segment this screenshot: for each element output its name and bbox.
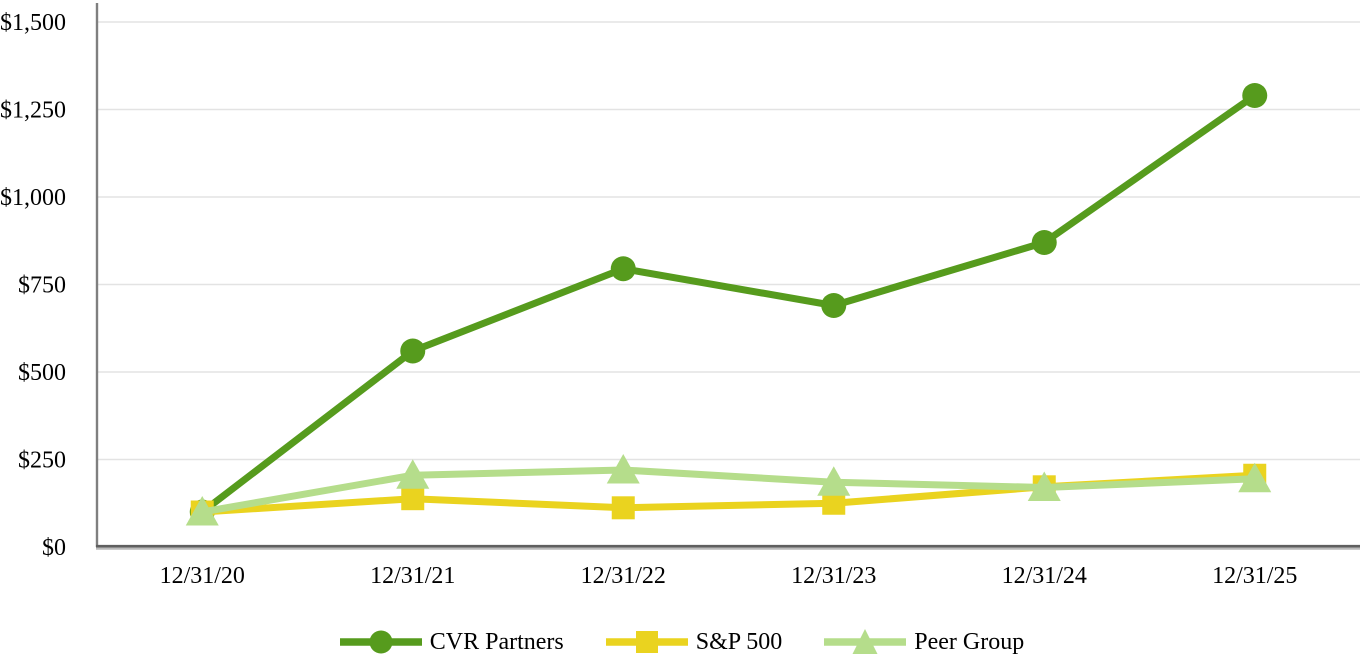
y-tick-label: $1,000 [0, 185, 66, 211]
x-tick-label: 12/31/21 [370, 563, 455, 589]
cvr-partners-marker-circle [610, 256, 636, 282]
series-line-peer-group [198, 466, 1259, 516]
legend-item-cvr-partners: CVR Partners [339, 626, 564, 658]
peer-group-marker-triangle [185, 496, 219, 526]
x-tick-label: 12/31/24 [1002, 563, 1087, 589]
s-p-500-legend-swatch [605, 631, 688, 653]
legend-label-peer-group: Peer Group [914, 628, 1025, 655]
legend: CVR Partners S&P 500 Peer Group [0, 626, 1364, 658]
s-p-500-legend-square-icon [635, 631, 658, 653]
y-tick-label: $250 [18, 448, 66, 474]
y-tick-label: $1,250 [0, 98, 66, 124]
legend-label-cvr-partners: CVR Partners [429, 628, 564, 655]
peer-group-marker-triangle [1238, 462, 1272, 493]
legend-item-peer-group: Peer Group [824, 626, 1024, 658]
peer-group-marker-triangle [817, 466, 851, 496]
s-p-500-marker-square [611, 496, 635, 520]
s-p-500-marker-square [822, 491, 846, 515]
peer-group-legend-swatch [824, 629, 907, 654]
x-tick-label: 12/31/23 [791, 563, 876, 589]
cvr-partners-marker-circle [1242, 83, 1268, 108]
legend-label-s-p-500: S&P 500 [695, 628, 783, 655]
peer-group-marker-triangle [1027, 471, 1061, 501]
gridlines [97, 21, 1360, 461]
cvr-partners-legend-swatch [339, 630, 422, 654]
y-axis: $0 $250 $500 $750 $1,000 $1,250 $1,500 [0, 3, 99, 561]
line-chart: $0 $250 $500 $750 $1,000 $1,250 $1,500 12/31/2… [0, 3, 1360, 589]
series-line-cvr-partners [198, 92, 1259, 516]
y-tick-label: $0 [42, 535, 66, 561]
y-tick-label: $750 [18, 273, 66, 299]
series-line-s-p-500 [198, 471, 1259, 516]
s-p-500-marker-square [401, 487, 425, 511]
y-tick-label: $500 [18, 360, 66, 386]
cvr-partners-legend-circle-icon [369, 630, 393, 654]
peer-group-legend-triangle-icon [852, 629, 878, 654]
peer-group-marker-triangle [396, 459, 430, 489]
peer-group-marker-triangle [606, 454, 640, 484]
series-peer-group [185, 454, 1272, 526]
series-cvr-partners [189, 83, 1268, 525]
cvr-partners-marker-circle [1031, 230, 1057, 255]
x-tick-label: 12/31/22 [581, 563, 666, 589]
legend-item-s-p-500: S&P 500 [605, 626, 783, 658]
cvr-partners-marker-circle [821, 293, 847, 318]
series-lines [185, 83, 1272, 526]
x-tick-label: 12/31/20 [160, 563, 245, 589]
y-tick-label: $1,500 [0, 10, 66, 36]
x-axis: 12/31/20 12/31/21 12/31/22 12/31/23 12/31/24… [96, 544, 1360, 589]
cvr-partners-marker-circle [400, 338, 426, 364]
x-tick-label: 12/31/25 [1212, 563, 1297, 589]
